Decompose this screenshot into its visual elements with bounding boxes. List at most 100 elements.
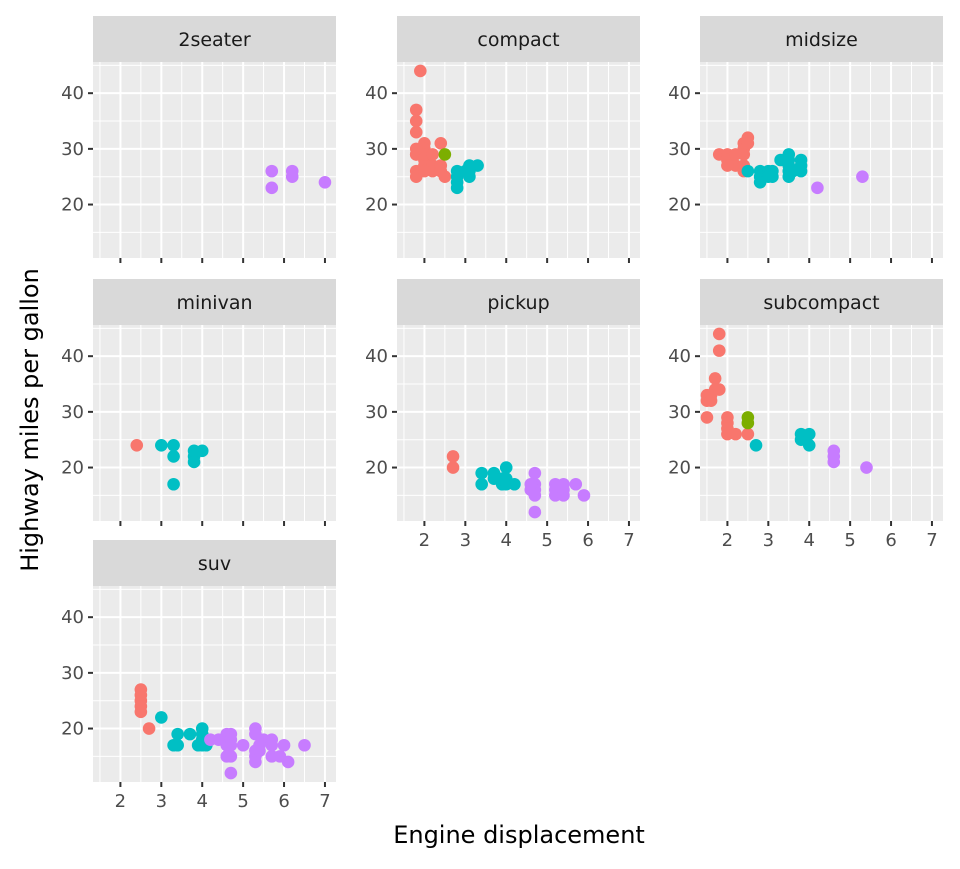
data-point-cyl-8 (318, 175, 332, 189)
data-point-cyl-4 (434, 164, 448, 178)
x-tick-label: 6 (885, 530, 896, 551)
data-point-cyl-8 (528, 466, 542, 480)
data-point-cyl-8 (569, 477, 583, 491)
data-point-cyl-6 (794, 164, 808, 178)
x-tick-label: 6 (582, 530, 593, 551)
y-tick-label: 20 (61, 195, 84, 216)
y-tick-label: 40 (365, 83, 388, 104)
y-tick-label: 30 (365, 139, 388, 160)
x-axis-title: Engine displacement (393, 821, 645, 849)
data-point-cyl-8 (265, 164, 279, 178)
y-tick-label: 30 (61, 663, 84, 684)
facet-strip-label: pickup (487, 292, 549, 314)
data-point-cyl-8 (224, 766, 238, 780)
x-tick-label: 5 (844, 530, 855, 551)
data-point-cyl-4 (434, 136, 448, 150)
data-point-cyl-4 (712, 344, 726, 357)
facet-strip-label: midsize (785, 29, 858, 51)
data-point-cyl-4 (426, 148, 439, 161)
data-point-cyl-8 (577, 489, 591, 502)
x-tick-label: 6 (278, 791, 289, 812)
y-tick-label: 20 (668, 458, 691, 479)
facet-panel-pickup: pickup 2 3 4 5 6 7 20 30 40 (365, 279, 640, 551)
x-tick-label: 7 (319, 791, 330, 812)
data-point-cyl-8 (249, 755, 262, 769)
data-point-cyl-8 (236, 738, 250, 752)
panel-background (93, 586, 336, 782)
data-point-cyl-4 (729, 148, 742, 161)
data-point-cyl-6 (195, 444, 209, 458)
facet-panel-minivan: minivan 20 30 40 (61, 279, 336, 526)
data-point-cyl-4 (700, 411, 714, 424)
data-point-cyl-8 (811, 181, 824, 195)
y-tick-label: 20 (61, 458, 84, 479)
y-tick-label: 30 (365, 402, 388, 423)
data-point-cyl-4 (721, 159, 734, 172)
data-point-cyl-4 (741, 136, 755, 150)
data-point-cyl-6 (499, 461, 513, 474)
data-point-cyl-6 (171, 727, 184, 741)
data-point-cyl-6 (155, 711, 168, 724)
data-point-cyl-4 (446, 461, 460, 474)
x-tick-label: 2 (722, 530, 733, 551)
facet-strip (397, 279, 640, 325)
data-point-cyl-4 (130, 438, 144, 452)
data-point-cyl-8 (220, 750, 234, 763)
data-point-cyl-6 (155, 438, 168, 452)
data-point-cyl-6 (475, 466, 488, 480)
data-point-cyl-6 (187, 455, 201, 469)
panel-background (93, 62, 336, 258)
data-point-cyl-4 (418, 164, 431, 178)
y-tick-label: 20 (365, 195, 388, 216)
y-tick-label: 40 (61, 83, 84, 104)
data-point-cyl-4 (446, 450, 460, 463)
y-tick-label: 40 (365, 346, 388, 367)
panel-background (700, 325, 943, 521)
x-tick-label: 4 (804, 530, 815, 551)
data-point-cyl-6 (508, 477, 521, 491)
x-tick-label: 5 (237, 791, 248, 812)
y-tick-label: 40 (61, 346, 84, 367)
panel-background (93, 325, 336, 521)
x-tick-label: 3 (460, 530, 471, 551)
data-point-cyl-8 (827, 455, 841, 469)
facet-panel-compact: compact 20 30 40 (365, 16, 640, 263)
data-point-cyl-8 (265, 181, 279, 195)
y-tick-label: 20 (365, 458, 388, 479)
x-tick-label: 4 (197, 791, 208, 812)
data-point-cyl-4 (134, 705, 148, 719)
y-tick-label: 40 (668, 83, 691, 104)
data-point-cyl-4 (704, 394, 718, 408)
data-point-cyl-8 (860, 461, 873, 474)
y-tick-label: 30 (61, 139, 84, 160)
data-point-cyl-5 (438, 148, 452, 161)
y-tick-label: 30 (61, 402, 84, 423)
facet-strip (93, 540, 336, 586)
facet-strip (700, 279, 943, 325)
y-tick-label: 20 (668, 195, 691, 216)
x-tick-label: 7 (623, 530, 634, 551)
data-point-cyl-6 (463, 164, 476, 178)
data-point-cyl-6 (167, 438, 180, 452)
x-tick-label: 2 (419, 530, 430, 551)
data-point-cyl-6 (475, 477, 488, 491)
data-point-cyl-4 (712, 327, 726, 341)
data-point-cyl-5 (741, 416, 755, 430)
panel-background (397, 325, 640, 521)
data-point-cyl-4 (414, 64, 427, 78)
data-point-cyl-8 (253, 744, 266, 758)
data-point-cyl-8 (224, 738, 238, 752)
data-point-cyl-8 (557, 483, 570, 497)
data-point-cyl-4 (712, 383, 726, 396)
x-tick-label: 4 (501, 530, 512, 551)
data-point-cyl-4 (409, 114, 423, 128)
x-tick-label: 7 (926, 530, 937, 551)
y-tick-label: 40 (61, 607, 84, 628)
x-tick-label: 3 (763, 530, 774, 551)
data-point-cyl-6 (762, 170, 775, 184)
data-point-cyl-8 (285, 170, 299, 184)
facet-strip-label: subcompact (763, 292, 879, 314)
y-tick-label: 40 (668, 346, 691, 367)
data-point-cyl-6 (183, 727, 197, 741)
data-point-cyl-4 (729, 427, 742, 441)
